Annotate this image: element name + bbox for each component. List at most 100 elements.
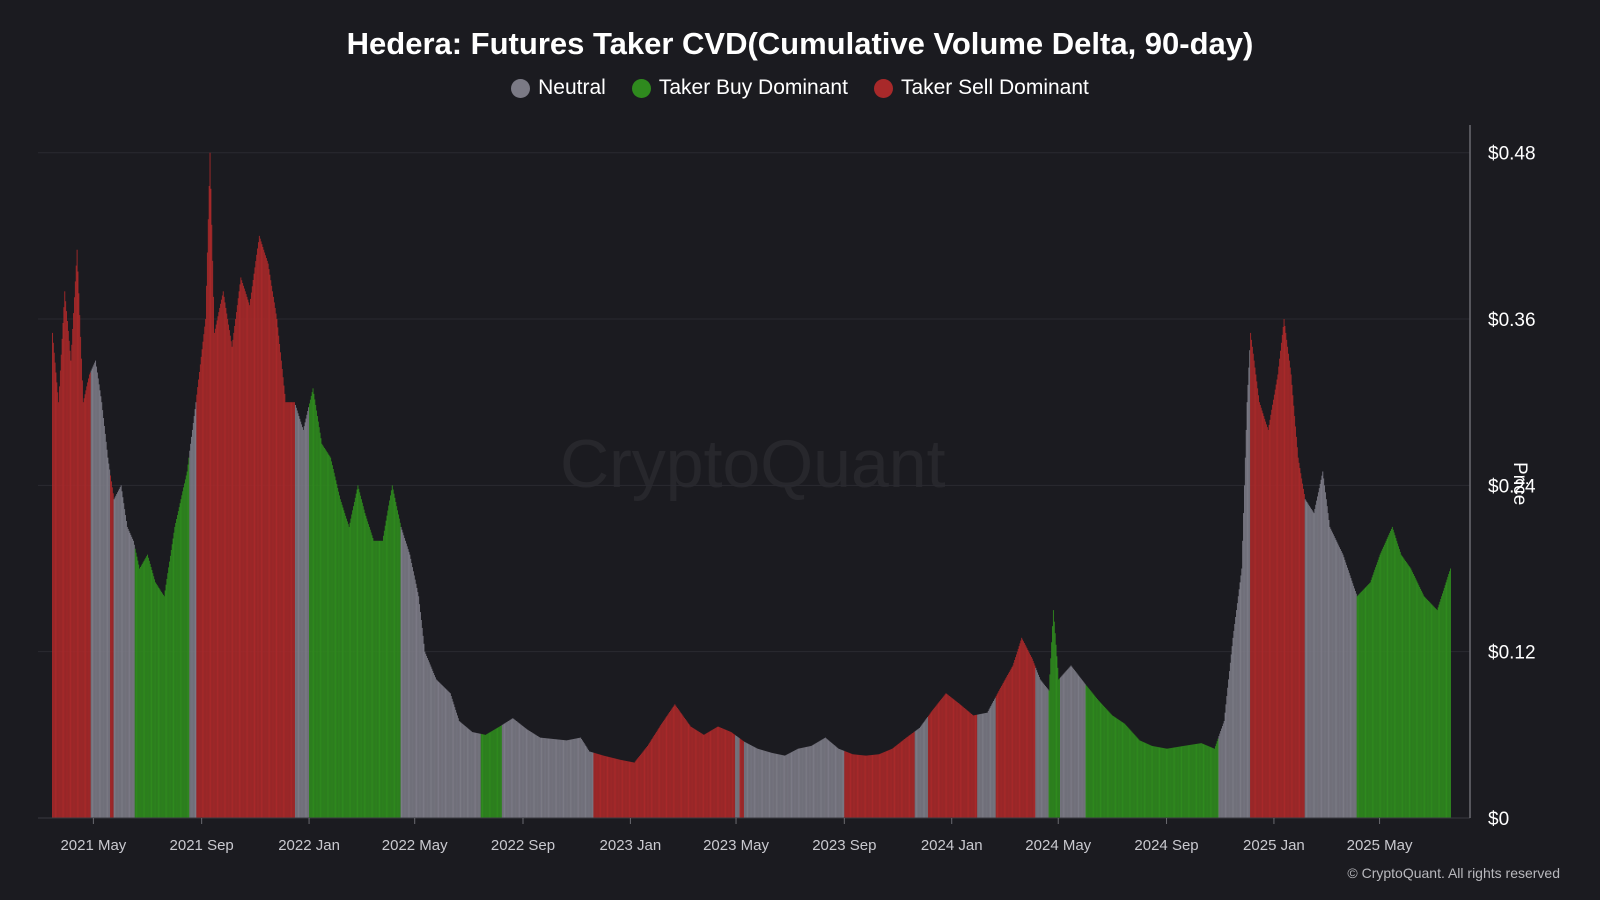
- axes: [38, 125, 1471, 819]
- price-bar: [1236, 603, 1238, 818]
- price-bar: [551, 738, 553, 818]
- price-bar: [921, 724, 923, 818]
- price-bar: [79, 315, 81, 818]
- price-bar: [433, 673, 435, 818]
- price-bar: [59, 386, 60, 818]
- price-bar: [658, 727, 660, 818]
- price-bar: [354, 497, 356, 818]
- price-bar: [559, 739, 560, 818]
- price-bar: [1344, 559, 1346, 818]
- price-bar: [520, 724, 522, 818]
- price-bar: [821, 739, 823, 818]
- x-tick-label: 2021 Sep: [170, 837, 234, 854]
- price-bar: [434, 677, 436, 818]
- price-bar: [779, 754, 781, 818]
- price-bar: [1431, 604, 1433, 818]
- price-bar: [961, 705, 963, 818]
- price-bar: [1017, 648, 1019, 818]
- price-bar: [826, 739, 828, 818]
- price-bar: [656, 730, 658, 818]
- price-bar: [545, 738, 547, 818]
- price-bar: [1407, 564, 1409, 818]
- price-bar: [1035, 667, 1037, 818]
- price-bar: [1315, 504, 1317, 818]
- legend-item-taker-buy[interactable]: Taker Buy Dominant: [631, 76, 848, 100]
- price-bar: [1231, 646, 1233, 818]
- price-bar: [1271, 409, 1273, 818]
- price-bar: [131, 536, 133, 818]
- price-bar: [366, 518, 368, 818]
- price-bar: [1064, 672, 1066, 818]
- price-bar: [1093, 694, 1095, 818]
- price-bar: [1435, 609, 1437, 818]
- price-bar: [809, 746, 810, 818]
- price-bar: [1113, 716, 1115, 818]
- price-bar: [155, 583, 157, 818]
- price-bar: [1324, 492, 1326, 818]
- price-bar: [737, 737, 739, 818]
- price-bar: [691, 727, 693, 818]
- price-bar: [1331, 530, 1333, 818]
- price-bar: [663, 719, 665, 818]
- price-bar: [916, 729, 918, 818]
- price-bar: [1192, 744, 1193, 818]
- price-bar: [390, 490, 392, 818]
- price-bar: [94, 362, 96, 818]
- price-bar: [645, 748, 647, 818]
- price-bar: [1199, 743, 1200, 818]
- price-bar: [1029, 653, 1031, 818]
- price-bar: [97, 378, 99, 818]
- price-bar: [1388, 534, 1390, 818]
- price-bar: [1385, 540, 1387, 818]
- price-bar: [948, 695, 950, 818]
- price-bar: [1167, 748, 1169, 818]
- price-bar: [1088, 688, 1090, 818]
- price-bar: [569, 739, 571, 818]
- price-bar: [207, 219, 209, 818]
- x-tick-label: 2023 Sep: [812, 837, 876, 854]
- price-bar: [1244, 457, 1246, 818]
- price-bar: [582, 741, 584, 818]
- price-bar: [1334, 538, 1336, 818]
- price-bar: [533, 733, 535, 818]
- price-bar: [173, 532, 175, 818]
- watermark: CryptoQuant: [560, 426, 946, 502]
- price-bar: [464, 726, 466, 818]
- price-bar: [612, 758, 614, 818]
- price-bar: [491, 731, 493, 818]
- legend-item-taker-sell[interactable]: Taker Sell Dominant: [873, 76, 1089, 100]
- price-bar: [556, 739, 558, 818]
- legend-item-neutral[interactable]: Neutral: [511, 76, 606, 100]
- price-bar: [130, 534, 132, 818]
- price-bar: [878, 754, 880, 818]
- price-bar: [1405, 560, 1406, 818]
- price-bar: [1402, 557, 1404, 818]
- price-bar: [100, 396, 102, 818]
- price-bar: [1280, 350, 1281, 818]
- price-bar: [272, 296, 274, 818]
- price-bar: [1028, 651, 1030, 818]
- price-bar: [1296, 447, 1298, 818]
- price-bar: [351, 514, 353, 818]
- price-bar: [985, 713, 987, 818]
- price-bar: [630, 761, 632, 818]
- price-bar: [713, 729, 715, 818]
- price-bar: [958, 703, 960, 818]
- price-bar: [526, 729, 528, 818]
- price-bar: [231, 346, 233, 818]
- price-bar: [432, 670, 434, 818]
- price-bar: [497, 727, 499, 818]
- price-bar: [1238, 589, 1240, 818]
- price-bar: [858, 754, 860, 818]
- price-bar: [1338, 545, 1340, 818]
- price-bar: [88, 374, 90, 818]
- price-bar: [89, 372, 91, 818]
- price-bar: [273, 302, 275, 818]
- price-bar: [172, 538, 174, 818]
- price-bar: [232, 339, 234, 818]
- price-bar: [96, 366, 97, 818]
- price-bar: [752, 746, 754, 818]
- price-bar: [510, 719, 512, 818]
- price-bar: [577, 738, 579, 818]
- price-bar: [1082, 680, 1083, 818]
